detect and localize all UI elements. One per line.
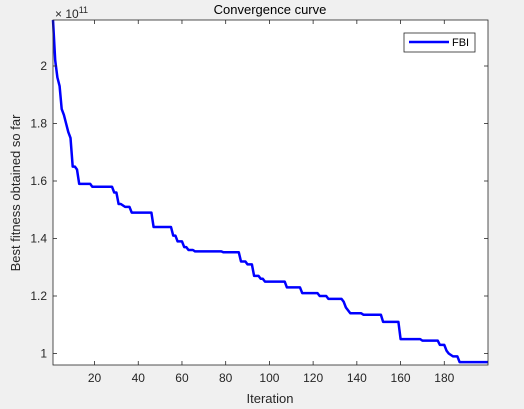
x-tick-label: 160 [391,371,411,385]
plot-frame [52,19,489,366]
y-exponent-power: 11 [79,5,88,15]
plot-area [53,20,488,365]
x-tick-label: 80 [219,371,233,385]
chart-title: Convergence curve [214,2,327,17]
y-axis-label: Best fitness obtained so far [8,114,23,271]
x-tick-label: 40 [132,371,146,385]
series-layer [51,19,488,364]
ticks-layer: 20 40 60 80 100 120 140 160 180 1 1.2 1.4 1.6 1.8 2 [30,20,488,385]
y-tick-label: 2 [40,59,47,73]
y-exponent-base: × 10 [55,7,79,21]
legend: FBI [403,32,476,53]
x-axis-label: Iteration [247,391,294,406]
y-exponent-multiplier: × 1011 [55,5,88,21]
y-tick-label: 1.6 [30,174,47,188]
y-tick-label: 1.4 [30,232,47,246]
series-line-fbi [51,19,488,364]
x-tick-label: 20 [88,371,102,385]
x-tick-label: 60 [175,371,189,385]
x-tick-label: 180 [434,371,454,385]
y-tick-label: 1.8 [30,117,47,131]
x-tick-label: 140 [347,371,367,385]
y-tick-label: 1 [40,347,47,361]
legend-label: FBI [452,37,469,49]
x-tick-label: 120 [303,371,323,385]
y-tick-label: 1.2 [30,289,47,303]
x-tick-label: 100 [259,371,279,385]
